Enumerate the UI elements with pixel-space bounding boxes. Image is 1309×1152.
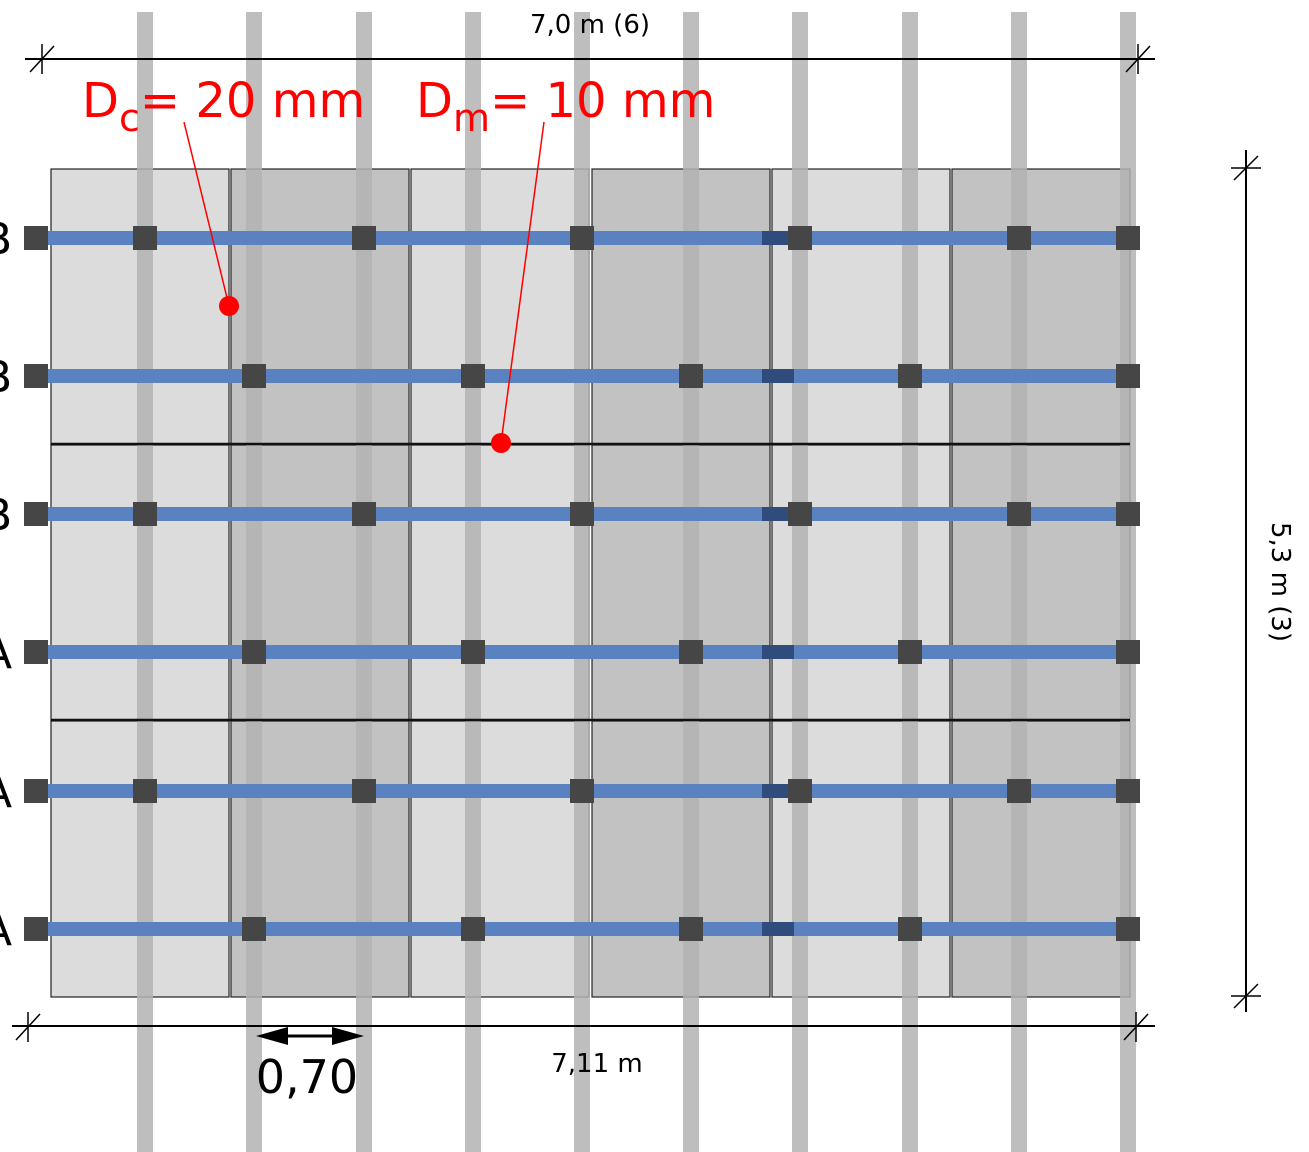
arrow-left-icon bbox=[256, 1027, 288, 1045]
clamp-square bbox=[1007, 226, 1031, 250]
vertical-rail bbox=[574, 12, 590, 1152]
vertical-rail bbox=[137, 12, 153, 1152]
clamp-square bbox=[788, 226, 812, 250]
clamp-square bbox=[679, 640, 703, 664]
clamp-square bbox=[461, 640, 485, 664]
clamp-square bbox=[898, 640, 922, 664]
rail-splice bbox=[762, 507, 794, 521]
solar-panel bbox=[951, 444, 1131, 722]
clamp-square bbox=[352, 779, 376, 803]
clamp-square bbox=[679, 364, 703, 388]
row-labels: B B B A A A bbox=[0, 214, 12, 956]
dm-annotation: Dm= 10 mm bbox=[416, 73, 715, 140]
solar-panel bbox=[951, 168, 1131, 446]
clamp-square bbox=[352, 226, 376, 250]
clamp-square bbox=[570, 502, 594, 526]
panel-joints bbox=[51, 442, 1130, 722]
row-label: B bbox=[0, 352, 12, 403]
bottom-width-label: 7,11 m bbox=[551, 1049, 642, 1079]
clamp-square bbox=[788, 502, 812, 526]
spacing-label: 0,70 bbox=[256, 1050, 358, 1104]
vertical-rails bbox=[137, 12, 1136, 1152]
solar-panel bbox=[410, 168, 590, 446]
rail-splice bbox=[762, 645, 794, 659]
row-label: B bbox=[0, 490, 12, 541]
vertical-rail bbox=[792, 12, 808, 1152]
clamp-square bbox=[1116, 502, 1140, 526]
bottom-dimension: 7,11 m bbox=[12, 1012, 1155, 1079]
row-label: A bbox=[0, 767, 12, 818]
clamp-square bbox=[24, 779, 48, 803]
clamp-square bbox=[679, 917, 703, 941]
row-label: B bbox=[0, 214, 12, 265]
clamp-square bbox=[1007, 502, 1031, 526]
vertical-rail bbox=[1120, 12, 1136, 1152]
clamp-square bbox=[24, 364, 48, 388]
top-dimension: 7,0 m (6) bbox=[25, 10, 1155, 74]
horizontal-rail bbox=[36, 922, 1132, 936]
clamp-square bbox=[1116, 779, 1140, 803]
vertical-rail bbox=[902, 12, 918, 1152]
rail-splice bbox=[762, 922, 794, 936]
solar-panel bbox=[591, 168, 771, 446]
arrow-right-icon bbox=[332, 1027, 364, 1045]
clamp-square bbox=[133, 226, 157, 250]
dm-marker bbox=[491, 433, 511, 453]
spacing-dimension: 0,70 bbox=[256, 1027, 364, 1104]
rail-splice bbox=[762, 369, 794, 383]
horizontal-rail bbox=[36, 645, 1132, 659]
clamps bbox=[24, 226, 1140, 941]
clamp-square bbox=[461, 917, 485, 941]
vertical-rail bbox=[1011, 12, 1027, 1152]
solar-panel bbox=[951, 720, 1131, 998]
solar-panel bbox=[591, 444, 771, 722]
clamp-square bbox=[352, 502, 376, 526]
clamp-square bbox=[570, 779, 594, 803]
clamp-square bbox=[1116, 226, 1140, 250]
clamp-square bbox=[898, 364, 922, 388]
solar-panel bbox=[410, 444, 590, 722]
clamp-square bbox=[788, 779, 812, 803]
clamp-square bbox=[1116, 364, 1140, 388]
clamp-square bbox=[242, 917, 266, 941]
panel-grid bbox=[50, 168, 1131, 998]
diameter-annotations: Dc= 20 mm Dm= 10 mm bbox=[82, 73, 715, 453]
clamp-square bbox=[242, 640, 266, 664]
dc-marker bbox=[219, 296, 239, 316]
clamp-square bbox=[242, 364, 266, 388]
clamp-square bbox=[1116, 917, 1140, 941]
vertical-rail bbox=[683, 12, 699, 1152]
rail-splice bbox=[762, 784, 794, 798]
vertical-rail bbox=[465, 12, 481, 1152]
clamp-square bbox=[24, 226, 48, 250]
solar-panel bbox=[591, 720, 771, 998]
right-height-label: 5,3 m (3) bbox=[1265, 522, 1295, 642]
clamp-square bbox=[1007, 779, 1031, 803]
vertical-rail bbox=[246, 12, 262, 1152]
top-width-label: 7,0 m (6) bbox=[530, 10, 650, 40]
clamp-square bbox=[133, 779, 157, 803]
clamp-square bbox=[133, 502, 157, 526]
row-label: A bbox=[0, 905, 12, 956]
clamp-square bbox=[24, 917, 48, 941]
clamp-square bbox=[898, 917, 922, 941]
clamp-square bbox=[461, 364, 485, 388]
clamp-square bbox=[24, 502, 48, 526]
clamp-square bbox=[1116, 640, 1140, 664]
clamp-square bbox=[570, 226, 594, 250]
horizontal-rail bbox=[36, 369, 1132, 383]
right-dimension: 5,3 m (3) bbox=[1231, 150, 1295, 1012]
solar-panel bbox=[410, 720, 590, 998]
row-label: A bbox=[0, 628, 12, 679]
clamp-square bbox=[24, 640, 48, 664]
dc-annotation: Dc= 20 mm bbox=[82, 73, 365, 140]
vertical-rail bbox=[356, 12, 372, 1152]
rail-splice bbox=[762, 231, 794, 245]
